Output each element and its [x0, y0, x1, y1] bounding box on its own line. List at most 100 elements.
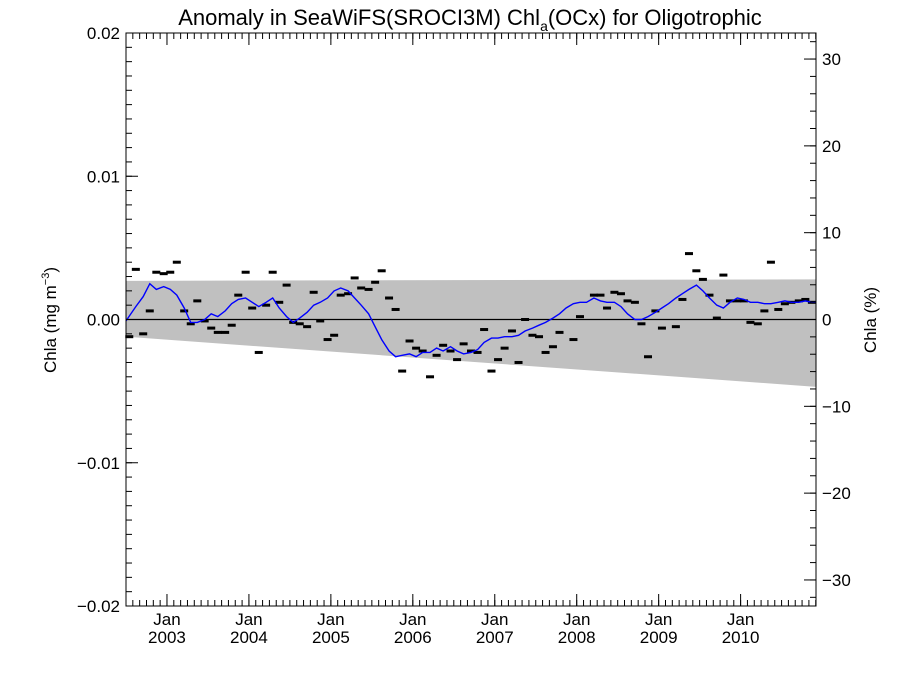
anomaly-point-58 — [521, 318, 530, 321]
anomaly-point-82 — [705, 293, 714, 297]
anomaly-point-20 — [262, 303, 271, 307]
anomaly-point-5 — [159, 272, 168, 276]
anomaly-point-35 — [364, 287, 373, 291]
anomaly-point-61 — [541, 350, 550, 354]
anomaly-point-16 — [234, 293, 243, 297]
left-tick-label-4: −0.02 — [77, 597, 120, 616]
anomaly-point-71 — [623, 299, 632, 303]
anomaly-point-90 — [760, 309, 769, 313]
anomaly-point-53 — [487, 369, 496, 373]
right-tick-label-4: −10 — [822, 397, 851, 416]
anomaly-point-37 — [377, 269, 386, 273]
x-tick-month-0: Jan — [153, 610, 180, 629]
y-axis-label-left-close: ) — [41, 267, 60, 273]
chart-title-subscript: a — [540, 18, 548, 34]
anomaly-point-7 — [172, 260, 181, 264]
anomaly-point-55 — [500, 346, 509, 350]
anomaly-point-60 — [535, 335, 544, 339]
anomaly-point-80 — [692, 269, 701, 273]
anomaly-point-25 — [295, 322, 304, 326]
anomaly-point-70 — [616, 292, 625, 296]
anomaly-point-34 — [357, 286, 366, 290]
anomaly-point-77 — [671, 325, 680, 329]
anomaly-point-27 — [309, 290, 318, 294]
x-tick-month-7: Jan — [727, 610, 754, 629]
x-tick-month-3: Jan — [399, 610, 426, 629]
anomaly-point-67 — [596, 293, 605, 297]
right-tick-label-3: 0 — [822, 311, 831, 330]
anomaly-point-84 — [719, 273, 728, 277]
anomaly-point-41 — [405, 339, 414, 343]
anomaly-point-74 — [644, 355, 653, 359]
anomaly-point-52 — [480, 328, 489, 332]
right-tick-label-5: −20 — [822, 484, 851, 503]
anomaly-point-86 — [733, 299, 742, 303]
anomaly-point-49 — [459, 342, 468, 346]
plot-area: 0.020.010.00−0.01−0.023020100−10−20−30Ja… — [77, 24, 851, 647]
y-axis-label-left: Chla (mg m−3) — [40, 267, 60, 373]
left-tick-label-0: 0.02 — [87, 24, 120, 43]
anomaly-point-68 — [603, 306, 612, 310]
anomaly-point-79 — [684, 252, 693, 256]
anomaly-point-28 — [316, 319, 325, 323]
anomaly-point-95 — [794, 299, 803, 303]
y-axis-label-left-base: Chla (mg m — [41, 285, 60, 373]
anomaly-point-48 — [453, 358, 462, 362]
anomaly-point-40 — [398, 369, 407, 373]
anomaly-point-73 — [637, 322, 646, 326]
anomaly-point-45 — [432, 353, 441, 357]
anomaly-point-6 — [166, 270, 175, 274]
anomaly-point-43 — [418, 349, 427, 353]
anomaly-point-36 — [371, 280, 380, 284]
x-tick-year-3: 2006 — [394, 628, 432, 647]
x-tick-month-5: Jan — [563, 610, 590, 629]
smoothed-series-line — [125, 282, 816, 358]
chart-title-suffix: (OCx) for Oligotrophic — [548, 5, 762, 30]
anomaly-point-83 — [712, 316, 721, 320]
x-tick-year-1: 2004 — [230, 628, 268, 647]
anomaly-point-92 — [774, 307, 783, 311]
anomaly-point-2 — [139, 332, 148, 336]
anomaly-point-54 — [494, 358, 503, 362]
anomaly-point-1 — [131, 267, 140, 271]
x-tick-year-4: 2007 — [476, 628, 514, 647]
anomaly-point-66 — [589, 293, 598, 297]
anomaly-point-89 — [753, 322, 762, 326]
right-tick-label-0: 30 — [822, 50, 841, 69]
anomaly-point-33 — [350, 276, 359, 280]
right-tick-label-2: 10 — [822, 224, 841, 243]
anomaly-point-64 — [569, 338, 578, 342]
anomaly-point-10 — [193, 299, 202, 303]
anomaly-point-12 — [207, 326, 216, 330]
anomaly-point-15 — [227, 323, 236, 327]
anomaly-point-51 — [473, 350, 482, 354]
anomaly-point-78 — [678, 297, 687, 301]
anomaly-point-30 — [330, 333, 339, 337]
chart-title: Anomaly in SeaWiFS(SROCI3M) Chla(OCx) fo… — [178, 5, 762, 34]
uncertainty-band — [126, 279, 816, 387]
left-tick-label-2: 0.00 — [87, 311, 120, 330]
anomaly-point-21 — [268, 270, 277, 274]
anomaly-point-59 — [528, 333, 537, 337]
y-axis-label-right: Chla (%) — [861, 287, 880, 353]
anomaly-point-91 — [766, 260, 775, 264]
left-tick-label-1: 0.01 — [87, 167, 120, 186]
x-tick-year-0: 2003 — [148, 628, 186, 647]
anomaly-point-3 — [145, 309, 154, 313]
anomaly-point-50 — [467, 349, 475, 353]
chart-title-prefix: Anomaly in SeaWiFS(SROCI3M) Chl — [178, 5, 540, 30]
x-tick-year-2: 2005 — [312, 628, 350, 647]
anomaly-point-11 — [200, 319, 209, 323]
anomaly-point-75 — [651, 309, 660, 313]
anomaly-point-22 — [275, 300, 284, 304]
right-tick-label-1: 20 — [822, 137, 841, 156]
anomaly-point-63 — [555, 330, 564, 334]
x-tick-year-6: 2009 — [640, 628, 678, 647]
x-tick-month-2: Jan — [317, 610, 344, 629]
anomaly-point-85 — [725, 299, 734, 303]
anomaly-point-87 — [739, 299, 748, 303]
anomaly-point-8 — [180, 309, 189, 313]
anomaly-point-26 — [303, 325, 312, 329]
anomaly-point-38 — [385, 296, 394, 300]
